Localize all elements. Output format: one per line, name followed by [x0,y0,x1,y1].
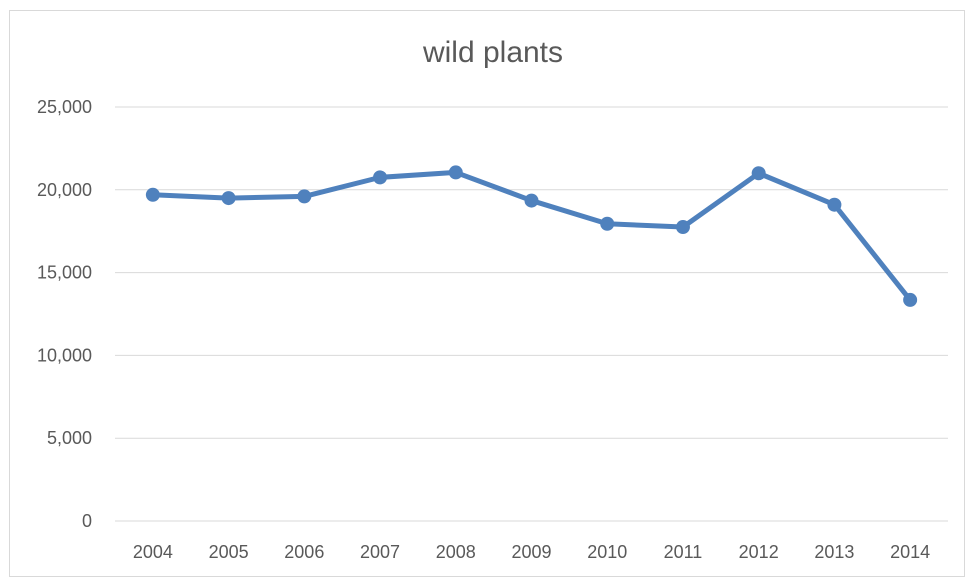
x-axis-tick-labels: 2004 2005 2006 2007 2008 2009 2010 2011 2012 2013… [133,542,930,562]
x-tick-label: 2007 [360,542,400,562]
data-point [827,197,842,212]
data-point [373,170,388,185]
x-tick-label: 2004 [133,542,173,562]
data-point [675,220,690,235]
y-tick-label: 25,000 [37,97,92,117]
series-layer [145,165,918,307]
y-axis-tick-labels: 0 5,000 10,000 15,000 20,000 25,000 [37,97,92,531]
chart-title: wild plants [422,36,563,69]
x-tick-label: 2012 [739,542,779,562]
y-tick-label: 10,000 [37,345,92,365]
data-point [221,191,236,206]
x-tick-label: 2011 [664,542,703,562]
x-tick-label: 2009 [511,542,551,562]
data-point [297,189,312,204]
x-tick-label: 2014 [890,542,930,562]
x-tick-label: 2008 [436,542,476,562]
x-tick-label: 2006 [284,542,324,562]
y-tick-label: 5,000 [47,428,92,448]
y-tick-label: 15,000 [37,263,92,283]
x-tick-label: 2010 [587,542,627,562]
data-point [903,292,918,307]
data-point [600,216,615,231]
chart-frame [9,10,965,577]
data-point [524,193,539,208]
y-tick-label: 20,000 [37,180,92,200]
x-tick-label: 2005 [209,542,249,562]
x-tick-label: 2013 [814,542,854,562]
data-point [751,166,766,181]
series-line [150,169,913,303]
y-tick-label: 0 [82,511,92,531]
data-point [145,187,160,202]
gridlines [115,106,948,522]
data-point [448,165,463,180]
